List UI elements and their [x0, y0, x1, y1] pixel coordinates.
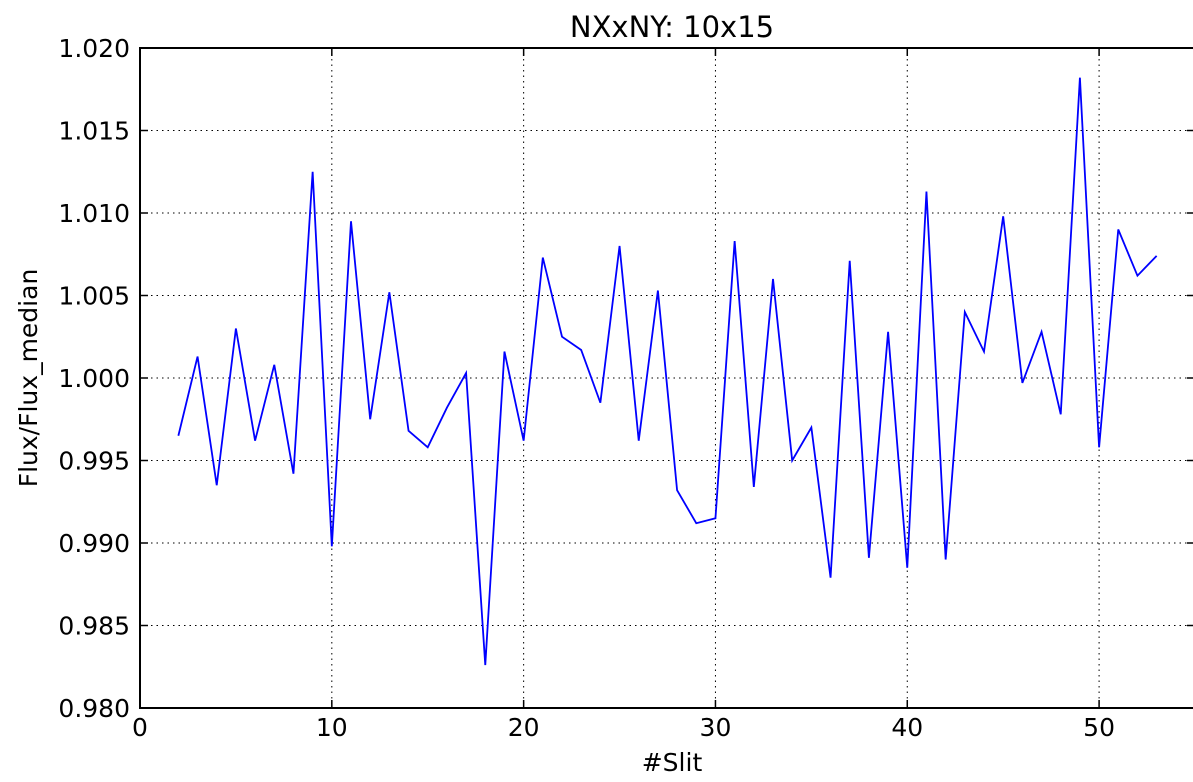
y-tick-label: 1.015	[58, 117, 130, 146]
y-tick-label: 1.000	[58, 364, 130, 393]
y-axis-label: Flux/Flux_median	[14, 269, 43, 488]
series-layer	[177, 77, 1158, 666]
x-tick-label: 10	[316, 713, 348, 742]
x-tick-label: 50	[1083, 713, 1115, 742]
y-tick-label: 1.005	[58, 282, 130, 311]
y-tick-label: 0.985	[58, 612, 130, 641]
y-tick-label: 0.980	[58, 694, 130, 723]
x-tick-label: 40	[891, 713, 923, 742]
series-line	[177, 77, 1158, 666]
x-tick-label: 20	[508, 713, 540, 742]
x-tick-label: 30	[700, 713, 732, 742]
grid-lines	[140, 48, 1193, 708]
tick-labels: 0 10 20 30 40 50 0.980 0.985 0.990 0.995 1.000 1.00…	[58, 34, 1115, 742]
y-tick-label: 0.995	[58, 447, 130, 476]
x-axis-label: #Slit	[642, 748, 703, 777]
y-tick-label: 1.020	[58, 34, 130, 63]
x-tick-label: 0	[132, 713, 148, 742]
plot-frame	[139, 47, 1193, 709]
y-tick-label: 0.990	[58, 529, 130, 558]
y-tick-label: 1.010	[58, 199, 130, 228]
chart-title: NXxNY: 10x15	[570, 10, 774, 44]
